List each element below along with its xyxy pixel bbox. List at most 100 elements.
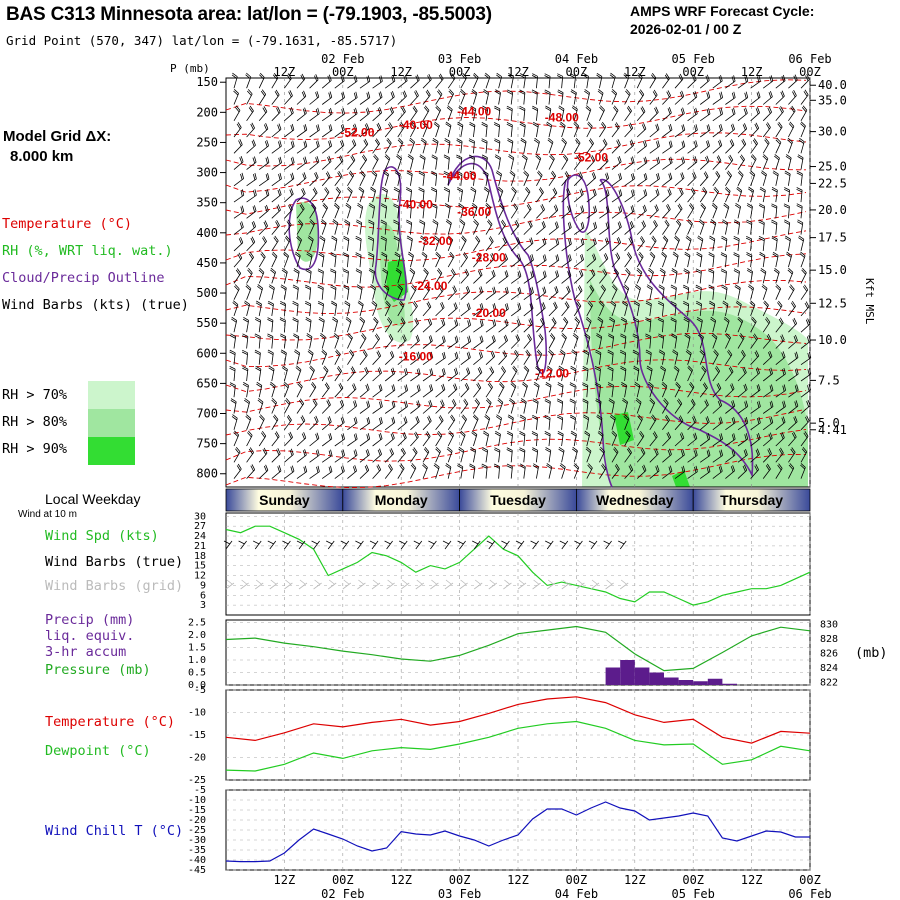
wind-barb [775,367,786,382]
wind-barb [798,137,805,154]
wind-barb [309,365,315,382]
precip-bar [678,680,694,685]
wind-barb [406,219,413,235]
wind-barb [443,154,450,170]
wind-barb [712,465,723,479]
wind-barb [561,137,567,154]
wind-barb [573,121,580,138]
wind-barb [697,332,704,349]
wind-barb [258,236,267,252]
wind-barb [320,219,327,235]
wind-barb [775,317,784,333]
wind-barb [280,284,287,300]
wind-barb [359,333,367,349]
wind-barb [368,268,375,284]
isotherm [225,211,807,236]
wind-barb [435,383,446,398]
wind-barb [485,366,495,382]
wind-barb [561,301,570,317]
wind-barb [473,219,479,235]
wind-barb [710,316,717,333]
height-tick-label: 12.5 [818,296,847,310]
wind-barb [334,155,344,170]
wind-barb [674,107,685,122]
wind-barb [796,170,803,186]
wind-barb [296,107,307,122]
wind-barb [571,349,578,365]
wind-barb [548,254,560,268]
wind-barb [646,284,653,300]
wind-barb [342,268,349,284]
height-tick-label: 20.0 [818,203,847,217]
wind-barb [506,430,513,447]
rh-region [590,280,808,487]
wind-barb [435,415,444,431]
wind-barb [296,140,308,154]
wind-chill-series [225,801,810,863]
wind-barb [596,414,603,430]
wind-barb [683,268,690,284]
wind-barb [662,156,673,170]
wind-barb [649,156,660,170]
wind-barb [624,447,632,463]
wind-barb [520,398,527,414]
wind-barb [271,220,280,235]
wind-barb [658,284,665,300]
wind-barb [636,72,643,89]
wind-barb [800,351,812,366]
wind-barb [662,398,669,414]
wind-barb [347,123,358,138]
wind-barb [473,382,482,398]
wind-barb [258,72,265,89]
top-date-label: 03 Feb [438,52,481,66]
wind-barb [356,219,363,235]
wind-barb [546,463,553,479]
wind-barb [557,430,564,447]
wind-barb [636,267,643,284]
wind-barb [421,251,428,268]
cloud-outline [566,174,590,233]
bottom-time-tick: 00Z [566,873,588,887]
wind-barb [431,203,438,219]
pressure-series [225,625,811,672]
grid-wind-barb [225,579,235,590]
wind-barb [433,235,440,252]
wind-barb [510,203,519,219]
wind-barb [674,235,680,252]
height-tick-label: 22.5 [818,176,847,190]
wind-barb [447,302,458,317]
wind-barb [498,270,509,284]
wind-barb [233,430,240,447]
temperature-series [225,696,811,744]
surface-wind-barb [588,540,598,550]
isotherm-label: -28.00 [472,251,506,265]
legend-rh70-swatch [88,381,135,409]
wind-barb [368,252,375,268]
wind-barb [334,139,345,154]
wind-barb [410,431,419,447]
wind-barb [334,399,345,414]
wind-barb [548,187,558,203]
bottom-date-label: 05 Feb [672,887,715,900]
wind-barb [321,432,333,447]
wind-barb [597,430,604,447]
wind-barb [410,121,417,138]
wind-barb [344,300,351,316]
wind-chill-panel: -45-40-35-30-25-20-15-10-5 [188,785,811,876]
y-tick-label: 1.5 [188,643,206,654]
wind-barb [258,220,268,235]
wind-barb [737,448,748,463]
wind-barb [788,351,799,366]
y-tick-label: 1.0 [188,655,206,666]
wind-barb [658,333,665,349]
wind-barb [573,171,583,187]
wind-barb [746,219,753,235]
wind-barb [750,416,761,431]
wind-barb [319,332,326,349]
wind-barb [258,464,269,479]
weekday-label: Tuesday [490,492,546,508]
wind-barb [775,137,782,154]
surface-wind-barb [574,540,583,550]
wind-barb [460,382,470,398]
wind-barb [737,123,748,138]
